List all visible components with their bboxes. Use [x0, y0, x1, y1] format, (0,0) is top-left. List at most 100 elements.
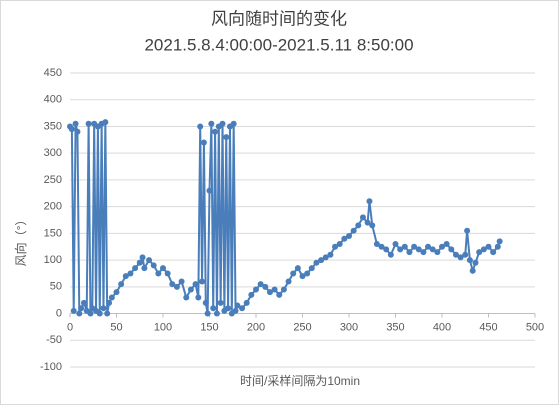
y-tick-label: 0	[56, 307, 62, 319]
point	[178, 278, 185, 285]
point	[183, 294, 190, 301]
point	[464, 227, 471, 234]
point	[136, 259, 143, 266]
point	[208, 120, 215, 127]
point	[173, 283, 180, 290]
y-tick-label: 100	[44, 254, 62, 266]
point	[225, 305, 232, 312]
x-tick-label: 100	[154, 321, 172, 333]
point	[87, 310, 94, 317]
point	[387, 251, 394, 258]
point	[285, 278, 292, 285]
x-tick-label: 450	[479, 321, 497, 333]
point	[223, 134, 230, 141]
point	[160, 265, 166, 272]
x-tick-label: 50	[110, 321, 122, 333]
point	[466, 257, 473, 264]
point	[350, 227, 357, 234]
point	[494, 243, 501, 250]
point	[146, 257, 153, 264]
point	[199, 278, 206, 285]
point	[359, 214, 366, 221]
point	[78, 305, 85, 312]
x-tick-label: 0	[67, 321, 73, 333]
point	[411, 243, 418, 250]
x-tick-label: 300	[340, 321, 358, 333]
point	[192, 281, 199, 288]
y-tick-label: 200	[44, 201, 62, 213]
point	[70, 307, 77, 314]
point	[448, 246, 455, 253]
point	[195, 294, 202, 301]
point	[332, 243, 339, 250]
point	[141, 265, 148, 272]
point	[425, 243, 432, 250]
point	[439, 243, 445, 250]
point	[480, 246, 487, 253]
point	[239, 305, 246, 312]
point	[383, 246, 390, 253]
point	[257, 281, 264, 288]
point	[217, 299, 224, 306]
point	[74, 128, 81, 135]
y-tick-label: 150	[44, 227, 62, 239]
point	[262, 283, 269, 290]
point	[364, 219, 371, 226]
point	[322, 254, 329, 261]
point	[271, 286, 278, 293]
point	[318, 257, 325, 264]
point	[197, 123, 204, 130]
point	[406, 249, 413, 256]
point	[127, 270, 134, 277]
point	[200, 139, 207, 146]
point	[327, 251, 334, 258]
point	[373, 241, 380, 248]
point	[341, 235, 348, 242]
x-tick-label: 350	[386, 321, 404, 333]
point	[346, 233, 352, 240]
point	[230, 120, 237, 127]
point	[469, 267, 476, 274]
point	[308, 265, 315, 272]
y-tick-label: 400	[44, 94, 62, 106]
point	[253, 286, 259, 293]
point	[206, 187, 213, 194]
point	[243, 299, 250, 306]
point	[392, 241, 399, 248]
point	[122, 273, 129, 280]
point	[150, 262, 157, 269]
point	[280, 286, 287, 293]
point	[462, 251, 469, 258]
point	[187, 286, 194, 293]
y-axis-label: 风向（°）	[13, 214, 28, 267]
point	[378, 243, 385, 250]
x-tick-label: 150	[200, 321, 218, 333]
point	[118, 281, 125, 288]
point	[100, 305, 107, 312]
point	[85, 120, 92, 127]
point	[397, 246, 404, 253]
point	[164, 270, 171, 277]
y-tick-label: 350	[44, 120, 62, 132]
y-tick-label: 300	[44, 147, 62, 159]
point	[369, 222, 376, 229]
point	[366, 198, 373, 205]
point	[496, 238, 503, 245]
point	[304, 270, 311, 277]
point	[72, 120, 79, 127]
point	[113, 289, 120, 296]
x-tick-label: 250	[293, 321, 311, 333]
point	[210, 305, 217, 312]
point	[457, 254, 464, 261]
point	[76, 310, 83, 317]
x-axis-label: 时间/采样间隔为10min	[240, 373, 360, 388]
point	[169, 281, 176, 288]
point	[68, 126, 75, 133]
point	[132, 265, 139, 272]
y-tick-label: -100	[40, 361, 62, 373]
point	[202, 299, 209, 306]
point	[234, 302, 241, 309]
point	[290, 270, 297, 277]
point	[102, 119, 109, 126]
